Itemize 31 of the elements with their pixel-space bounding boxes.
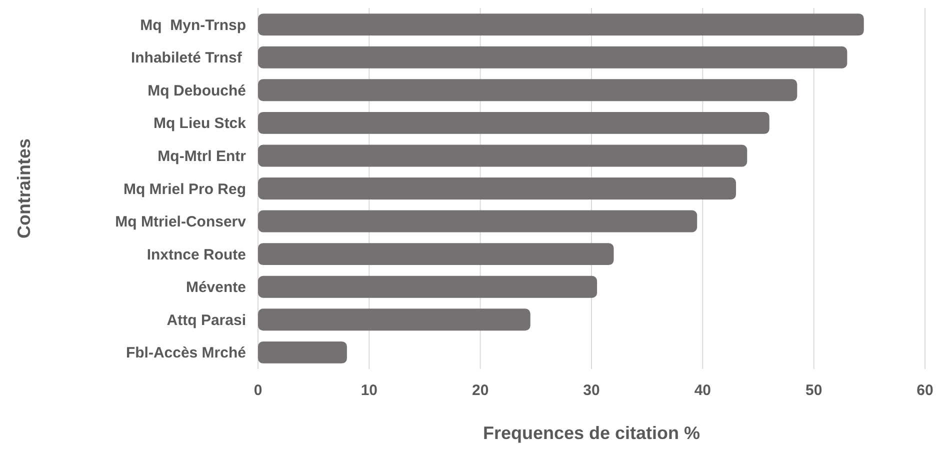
bar — [258, 14, 864, 36]
y-tick-label: Mq Mtriel-Conserv — [115, 214, 247, 231]
y-tick-label: Inxtnce Route — [146, 246, 246, 264]
y-tick-label: Mévente — [186, 279, 246, 296]
bar — [258, 178, 736, 200]
y-tick-label: Mq Myn-Trnsp — [140, 16, 246, 34]
bar — [258, 46, 848, 68]
x-tick-label: 30 — [583, 382, 600, 399]
bar — [258, 341, 347, 364]
y-tick-label: Mq-Mtrl Entr — [158, 148, 246, 165]
x-tick-label: 0 — [254, 382, 262, 399]
x-tick-label: 40 — [694, 382, 712, 399]
x-tick-label: 50 — [805, 382, 822, 399]
bar — [258, 308, 530, 331]
y-tick-label: Inhabileté Trnsf — [130, 50, 246, 67]
y-tick-label: Attq Parasi — [166, 312, 246, 329]
bar — [258, 276, 598, 298]
y-tick-label: Mq Mriel Pro Reg — [123, 180, 246, 198]
y-tick-label: Mq Lieu Stck — [153, 115, 247, 132]
x-tick-label: 10 — [360, 382, 378, 399]
y-tick-label: Fbl-Accès Mrché — [126, 344, 246, 362]
x-axis-title: Frequences de citation % — [482, 423, 700, 443]
bar — [258, 79, 798, 102]
y-axis-title: Contraintes — [14, 138, 34, 239]
x-tick-label: 60 — [916, 382, 934, 399]
x-tick-label: 20 — [472, 382, 489, 399]
bar — [258, 144, 748, 167]
y-tick-label: Mq Debouché — [148, 82, 246, 100]
bar — [258, 243, 614, 266]
bar — [258, 210, 698, 232]
bar — [258, 112, 770, 134]
